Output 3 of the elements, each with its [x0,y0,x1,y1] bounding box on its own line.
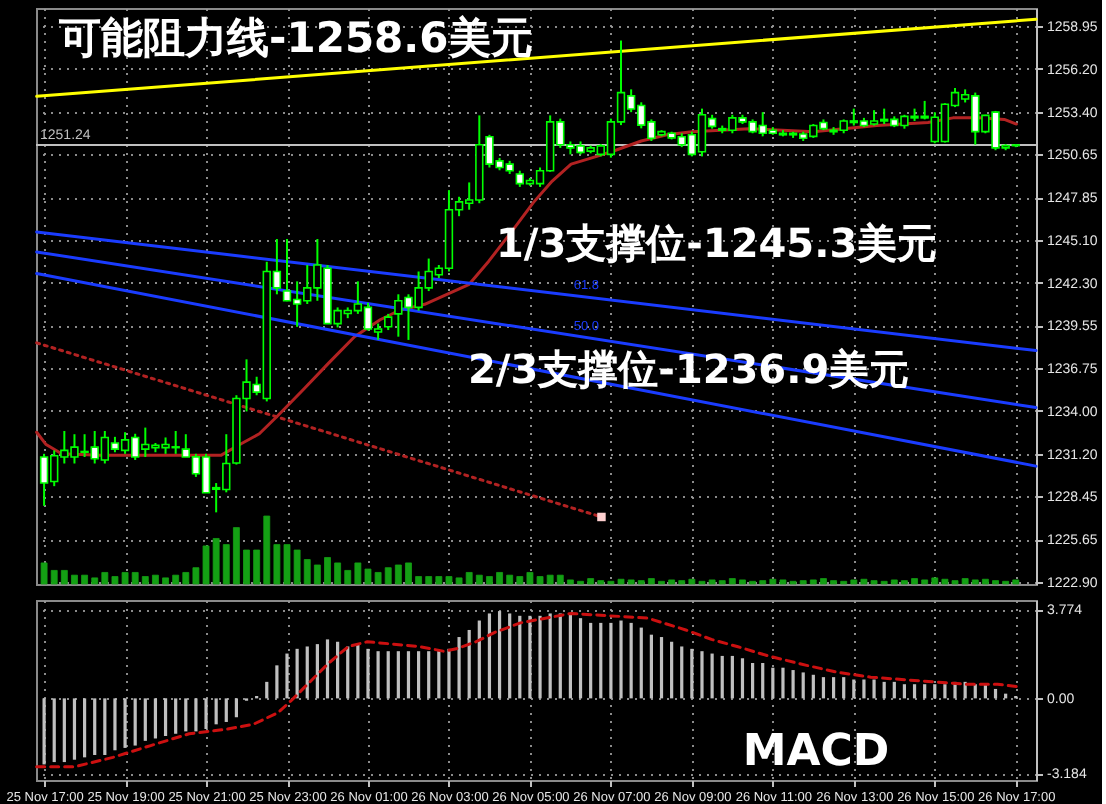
annotation: 1/3支撑位-1245.3美元 [496,219,938,268]
annotation: 可能阻力线-1258.6美元 [57,13,533,62]
annotation: MACD [742,727,890,778]
